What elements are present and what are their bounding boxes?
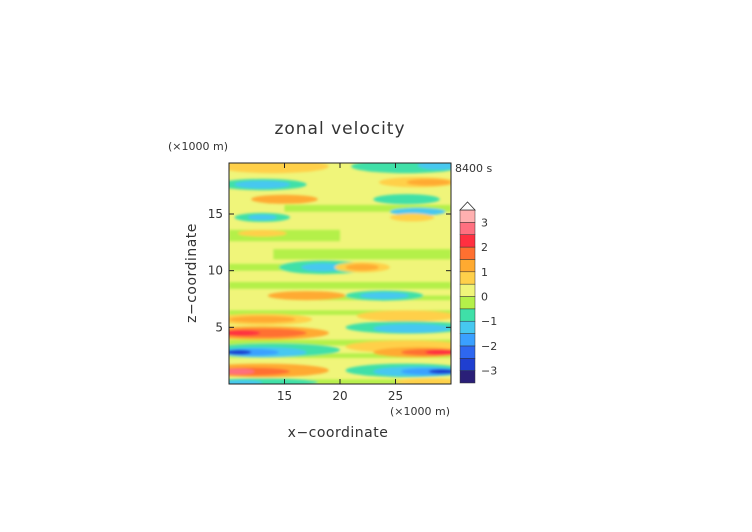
field-contour-region [356,310,451,322]
field-contour-region [251,194,318,204]
field-blobs [229,163,451,384]
x-tick-label: 15 [277,389,292,403]
colorbar-swatch [459,259,476,273]
y-tick-label: 10 [208,264,223,278]
colorbar-tick-label: 2 [481,241,488,254]
y-tick-label: 15 [208,207,223,221]
field-contour-region [229,349,252,355]
y-axis-title: z−coordinate [184,223,200,323]
colorbar-swatch [459,222,476,235]
field-contour-region [425,349,451,356]
colorbar-swatch [459,320,476,334]
field-contour-region [301,263,346,272]
colorbar-swatch [459,308,476,322]
field-contour-region [229,163,329,174]
field-contour-region [373,194,440,205]
field-contour-region [389,207,446,216]
field-contour-band [229,339,451,346]
colorbar-swatch [459,296,476,310]
y-tick-label: 5 [215,320,223,334]
heatmap-field [229,163,451,384]
colorbar-tick-label: −1 [481,315,497,328]
field-contour-region [247,214,277,221]
field-contour-region [373,323,451,334]
field-contour-region [229,330,261,336]
colorbar-tick-label: −2 [481,340,497,353]
colorbar: −3 −2 −1 0 1 2 3 [459,201,497,384]
colorbar-swatch [459,345,476,359]
x-tick-label: 20 [332,389,347,403]
field-contour-region [428,369,451,375]
field-contour-band [229,229,340,242]
colorbar-tick-label: −3 [481,365,497,378]
field-contour-region [417,163,451,170]
field-contour-band [229,310,451,315]
field-contour-region [234,180,291,189]
field-contour-region [229,378,318,384]
colorbar-swatch [459,283,476,297]
y-axis: 5 10 15 [208,207,451,334]
colorbar-swatch [459,234,476,248]
field-contour-region [359,292,409,299]
field-contour-band [229,353,451,358]
colorbar-tick-label: 0 [481,291,488,304]
field-contour-region [395,378,451,384]
colorbar-swatch [459,370,476,384]
colorbar-swatch [459,209,476,223]
time-label: 8400 s [455,162,492,175]
field-contour-region [229,380,263,384]
field-contour-region [229,316,296,323]
colorbar-tick-label: 3 [481,216,488,229]
x-axis: 15 20 25 [277,163,403,403]
colorbar-tick-label: 1 [481,266,488,279]
colorbar-swatch [459,246,476,260]
colorbar-swatch [459,271,476,285]
colorbar-swatch [459,358,476,371]
x-axis-title: x−coordinate [288,425,389,441]
field-contour-region [345,263,379,271]
x-tick-label: 25 [388,389,403,403]
y-unit-label: (×1000 m) [168,140,228,153]
field-contour-region [406,178,451,186]
field-contour-region [237,229,287,237]
field-contour-band [229,282,451,289]
field-contour-band [284,204,451,212]
field-contour-band [273,249,451,260]
colorbar-extend-arrow [459,201,476,211]
colorbar-swatch [459,333,476,347]
field-contour-region [267,291,346,301]
field-contour-region [229,368,255,375]
x-unit-label: (×1000 m) [390,405,450,418]
chart-title: zonal velocity [274,119,405,139]
field-contour-region [389,213,435,222]
